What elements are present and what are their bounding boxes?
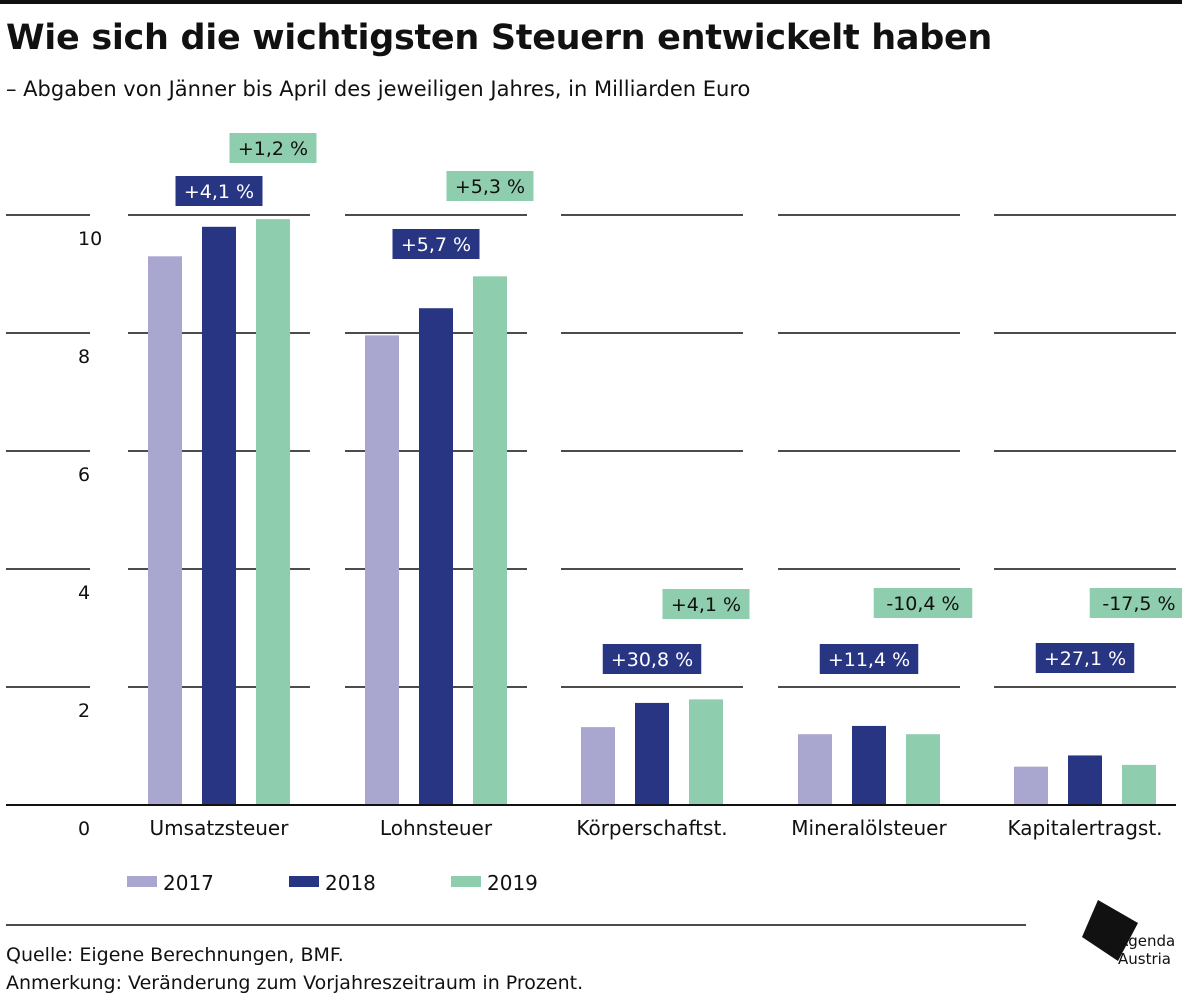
change-label-2018-box: [819, 644, 919, 674]
bar-2017: [798, 734, 832, 805]
bar-2017: [365, 335, 399, 805]
change-label-2019: +1,2 %: [238, 138, 308, 160]
bar-2019: [1122, 764, 1156, 805]
change-label-2019-box: [873, 588, 973, 618]
y-tick-label: 0: [78, 818, 90, 840]
y-tick-label: 4: [78, 582, 90, 604]
change-label-2018: +4,1 %: [184, 181, 254, 203]
source-note: Quelle: Eigene Berechnungen, BMF.: [6, 944, 344, 966]
page-subtitle: – Abgaben von Jänner bis April des jewei…: [6, 77, 751, 101]
change-label-2019-box: [662, 589, 750, 619]
change-label-2019-box: [229, 133, 317, 163]
category-label: Lohnsteuer: [380, 816, 493, 840]
y-tick-label: 6: [78, 464, 90, 486]
logo-text-austria: Austria: [1118, 950, 1171, 968]
change-label-2018: +27,1 %: [1044, 648, 1126, 670]
y-tick-label: 10: [78, 228, 102, 250]
bar-2018: [852, 725, 886, 805]
change-label-2018-box: [1035, 643, 1135, 673]
category-label: Körperschaftst.: [576, 816, 727, 840]
change-label-2018-box: [602, 644, 702, 674]
legend-label-2018: 2018: [325, 871, 376, 895]
legend-swatch-2018: [289, 876, 319, 887]
change-label-2018: +11,4 %: [828, 649, 910, 671]
legend-label-2017: 2017: [163, 871, 214, 895]
change-label-2018: +5,7 %: [401, 234, 471, 256]
bar-2018: [1068, 755, 1102, 805]
legend-label-2019: 2019: [487, 871, 538, 895]
agenda-austria-logo-icon: [1082, 900, 1138, 961]
bar-2017: [148, 256, 182, 805]
bar-2019: [906, 734, 940, 805]
change-label-2019-box: [446, 171, 534, 201]
category-label: Kapitalertragst.: [1007, 816, 1162, 840]
top-rule: [0, 0, 1182, 4]
annotation-note: Anmerkung: Veränderung zum Vorjahreszeit…: [6, 972, 584, 994]
change-label-2018-box: [392, 229, 480, 259]
logo-text-agenda: Agenda: [1118, 932, 1176, 950]
legend-swatch-2017: [127, 876, 157, 887]
change-label-2019: -10,4 %: [886, 593, 959, 615]
change-label-2019-box: [1089, 588, 1182, 618]
bar-2017: [1014, 766, 1048, 805]
legend-swatch-2019: [451, 876, 481, 887]
change-label-2019: +4,1 %: [671, 594, 741, 616]
bar-2019: [689, 699, 723, 805]
change-label-2018-box: [175, 176, 263, 206]
change-label-2018: +30,8 %: [611, 649, 693, 671]
y-tick-label: 2: [78, 700, 90, 722]
bar-2017: [581, 727, 615, 805]
bar-2018: [635, 702, 669, 805]
change-label-2019: -17,5 %: [1102, 593, 1175, 615]
page-title: Wie sich die wichtigsten Steuern entwick…: [6, 18, 993, 58]
bar-2018: [202, 226, 236, 806]
bar-2019: [256, 219, 290, 805]
y-tick-label: 8: [78, 346, 90, 368]
category-label: Umsatzsteuer: [150, 816, 290, 840]
bar-2018: [419, 308, 453, 805]
category-label: Mineralölsteuer: [791, 816, 947, 840]
bar-2019: [473, 276, 507, 805]
change-label-2019: +5,3 %: [455, 176, 525, 198]
